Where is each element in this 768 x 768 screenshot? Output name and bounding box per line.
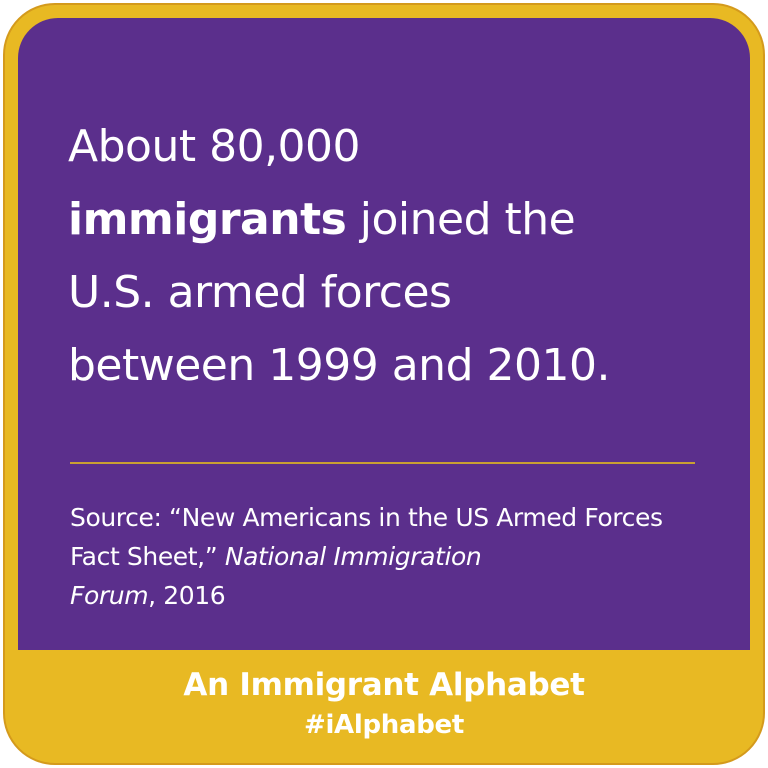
source-citation: Source: “New Americans in the US Armed F… — [70, 498, 710, 615]
headline-line-1: About 80,000 — [68, 121, 361, 172]
fact-headline: About 80,000 immigrants joined the U.S. … — [68, 110, 708, 402]
headline-bold-word: immigrants — [68, 194, 347, 245]
footer-title: An Immigrant Alphabet — [183, 667, 585, 703]
fact-card: About 80,000 immigrants joined the U.S. … — [3, 3, 765, 765]
source-publication-2: Forum — [70, 581, 149, 610]
source-prefix: Source: “New Americans in the US Armed F… — [70, 503, 663, 571]
headline-line-4: between 1999 and 2010. — [68, 340, 610, 391]
headline-line-2-rest: joined the — [346, 194, 576, 245]
footer: An Immigrant Alphabet #iAlphabet — [5, 650, 763, 744]
divider-line — [70, 462, 695, 464]
fact-panel: About 80,000 immigrants joined the U.S. … — [18, 18, 750, 650]
source-publication-1: National Immigration — [224, 542, 482, 571]
footer-hashtag: #iAlphabet — [303, 710, 465, 740]
source-suffix: , 2016 — [148, 581, 226, 610]
headline-line-3: U.S. armed forces — [68, 267, 452, 318]
